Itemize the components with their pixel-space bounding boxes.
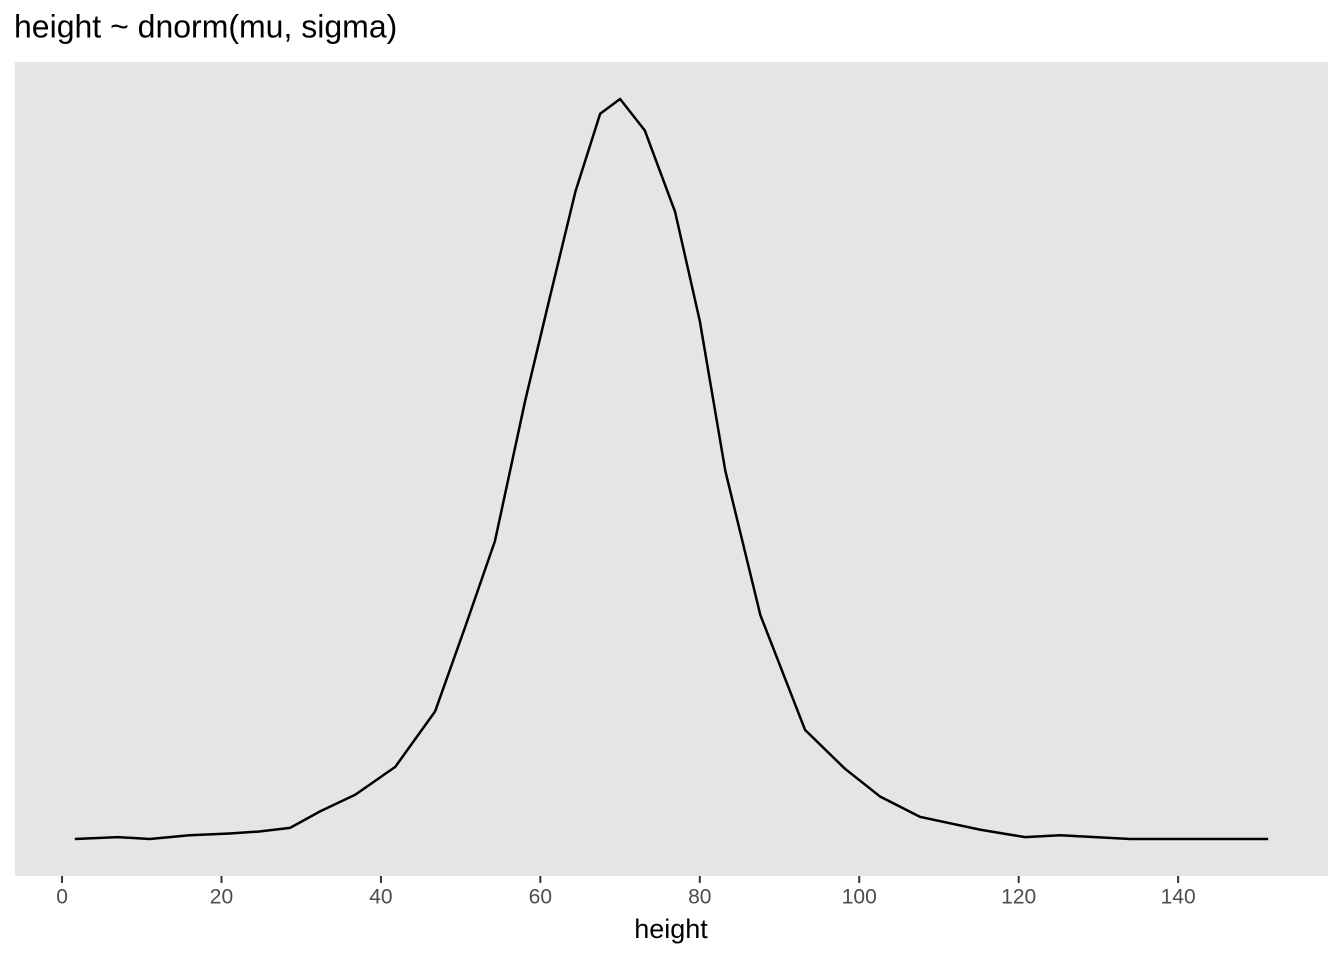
- x-axis-label: height: [634, 914, 708, 944]
- x-tick-label: 20: [210, 886, 233, 909]
- chart-title: height ~ dnorm(mu, sigma): [14, 8, 397, 44]
- x-tick-label: 120: [1001, 886, 1036, 909]
- x-tick-label: 140: [1161, 886, 1196, 909]
- x-tick-label: 80: [688, 886, 711, 909]
- x-tick-label: 40: [369, 886, 392, 909]
- x-tick-label: 60: [529, 886, 552, 909]
- plot-panel: [15, 62, 1328, 876]
- x-tick-label: 100: [842, 886, 877, 909]
- x-tick-label: 0: [56, 886, 68, 909]
- density-line: [74, 97, 1269, 841]
